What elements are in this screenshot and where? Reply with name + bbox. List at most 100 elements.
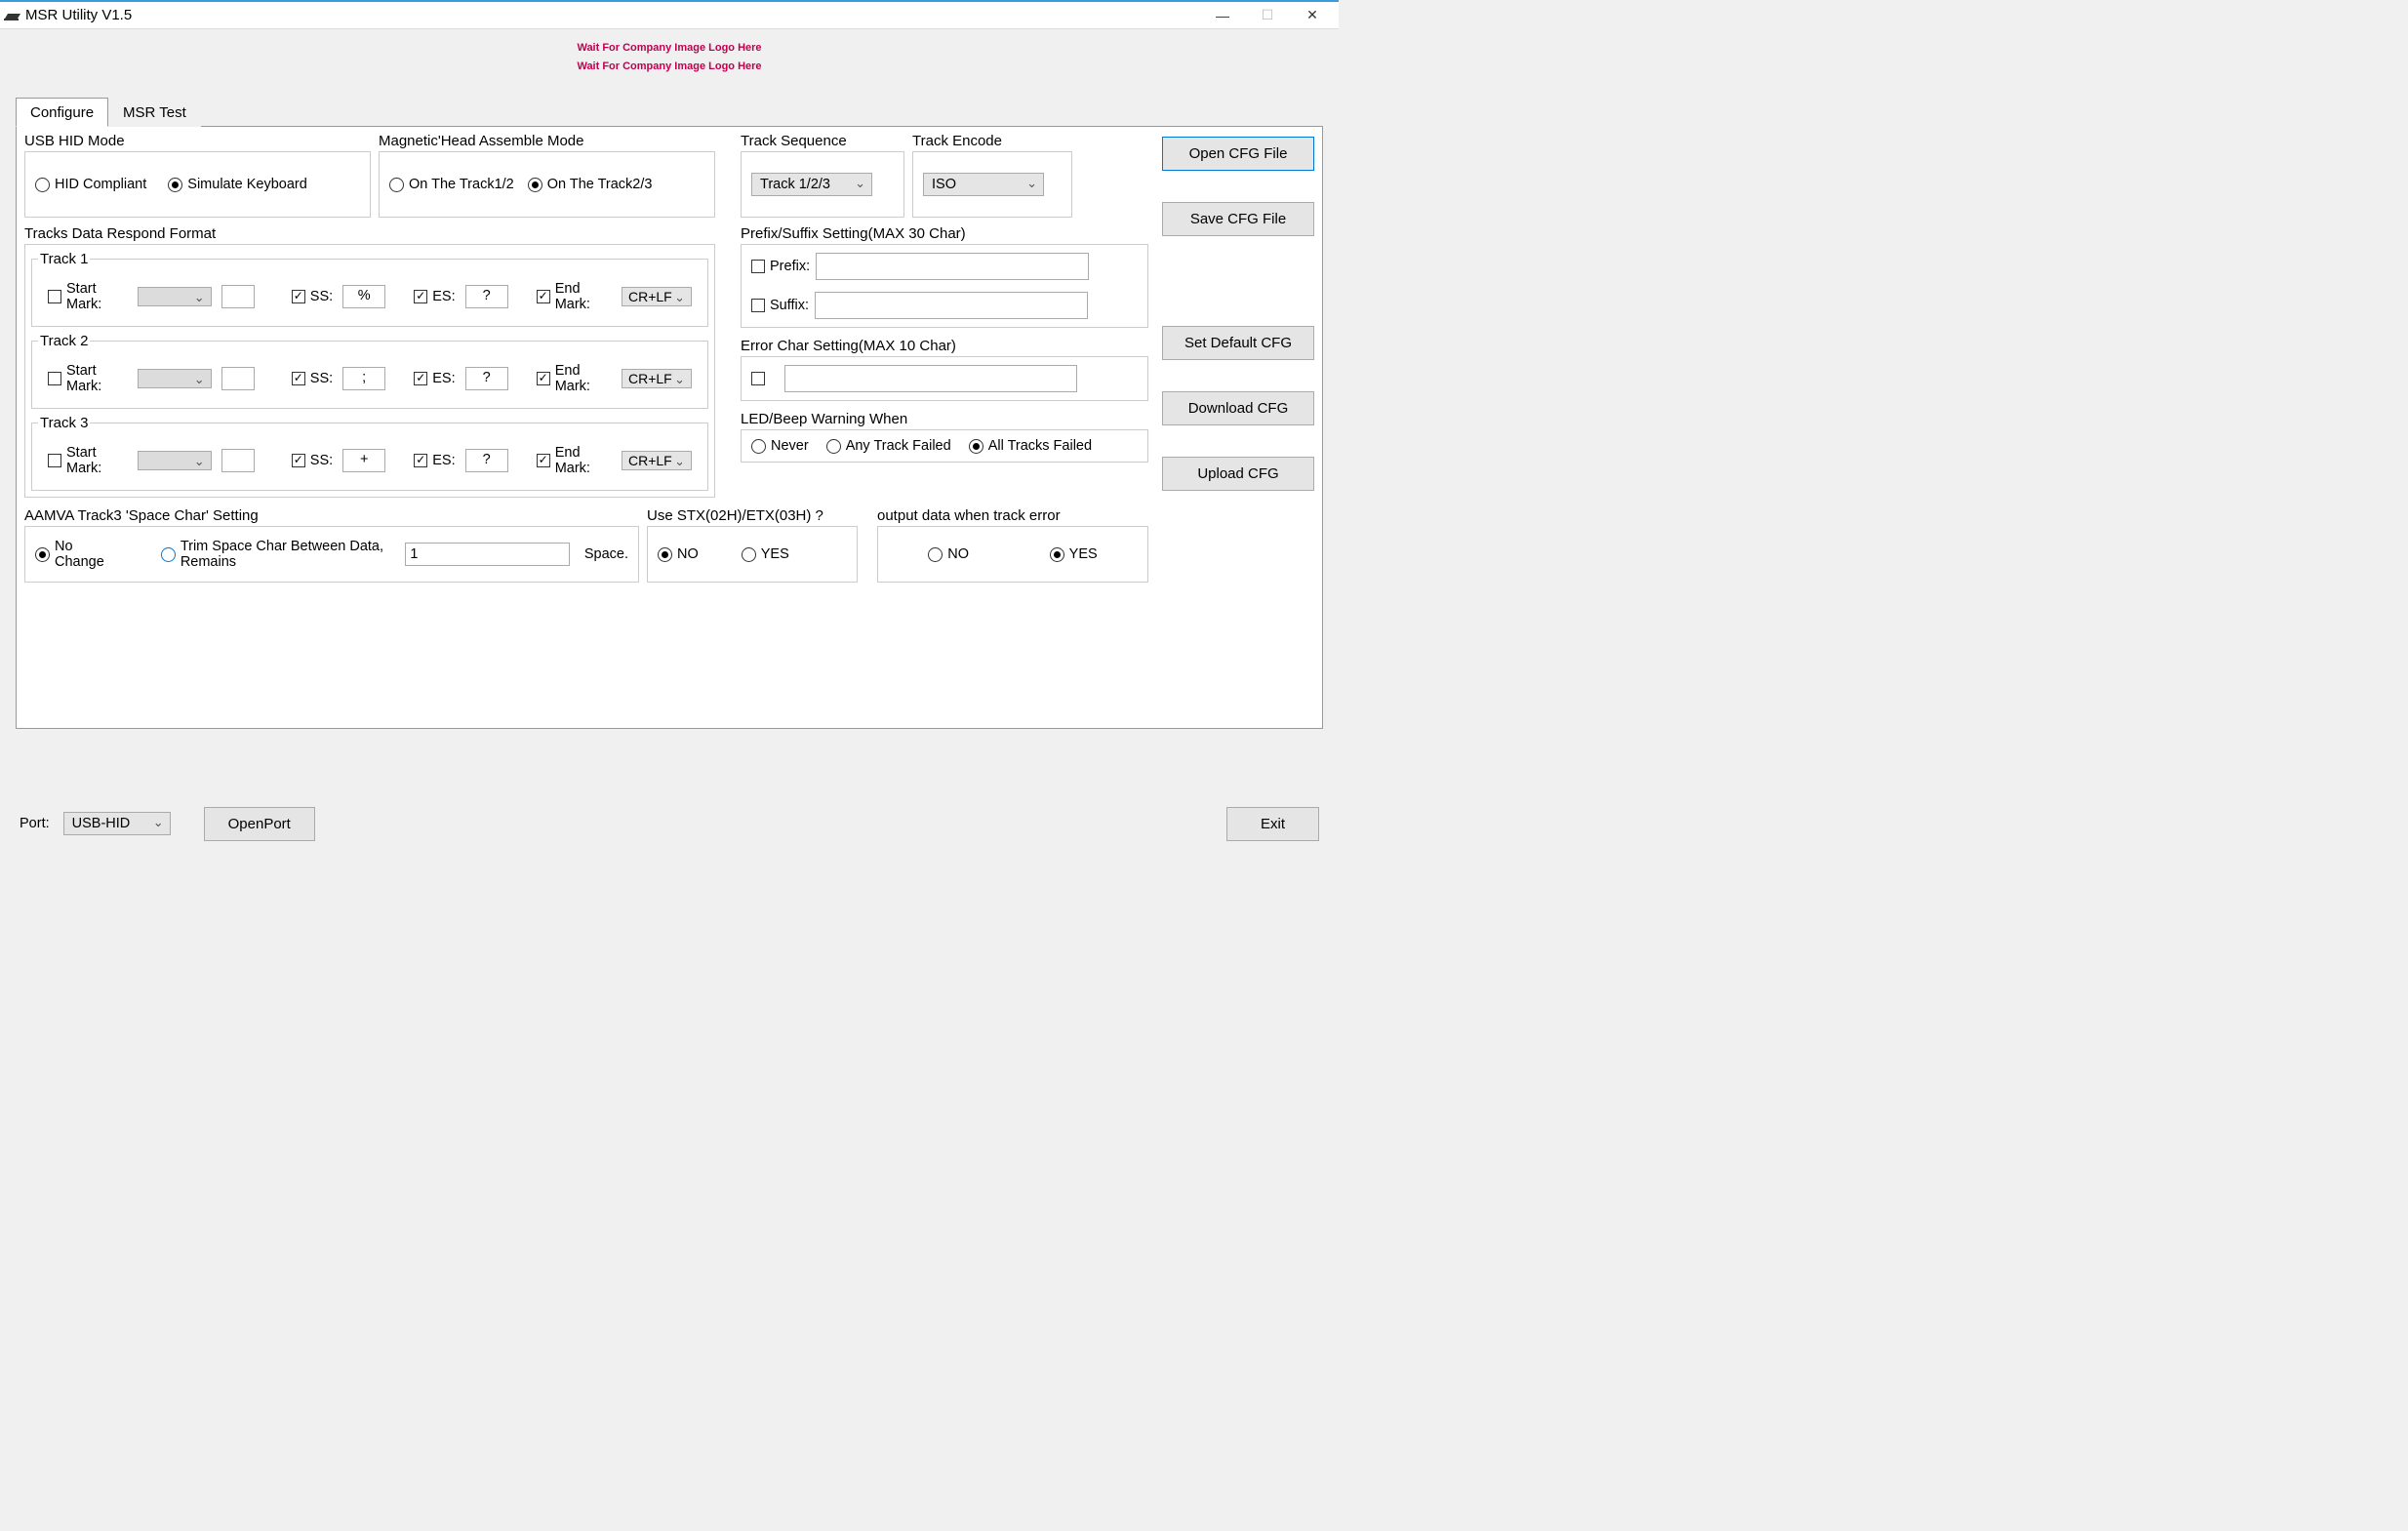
- track2-endmark-select[interactable]: CR+LF: [622, 369, 692, 388]
- radio-ledbeep-any[interactable]: Any Track Failed: [826, 438, 951, 454]
- radio-on-track-12[interactable]: On The Track1/2: [389, 177, 514, 192]
- track3-ss-input[interactable]: +: [342, 449, 385, 472]
- port-select[interactable]: USB-HID: [63, 812, 171, 835]
- check-icon: [292, 290, 305, 303]
- track1-es-input[interactable]: ?: [465, 285, 508, 308]
- radio-icon: [928, 547, 943, 562]
- radio-ledbeep-never[interactable]: Never: [751, 438, 809, 454]
- track1-es-check[interactable]: ES:: [414, 289, 455, 304]
- radio-icon: [161, 547, 176, 562]
- open-port-button[interactable]: OpenPort: [204, 807, 315, 841]
- es-label: ES:: [432, 371, 455, 386]
- suffix-check[interactable]: Suffix:: [751, 298, 809, 313]
- radio-stxetx-yes[interactable]: YES: [742, 546, 789, 562]
- track-encode-select[interactable]: ISO: [923, 173, 1044, 196]
- ledbeep-title: LED/Beep Warning When: [741, 411, 1148, 427]
- error-char-check[interactable]: [751, 372, 765, 385]
- track1-startmark-select[interactable]: [138, 287, 212, 306]
- check-icon: [537, 290, 550, 303]
- track1-endmark-select[interactable]: CR+LF: [622, 287, 692, 306]
- prefix-check[interactable]: Prefix:: [751, 259, 810, 274]
- minimize-button[interactable]: —: [1200, 2, 1245, 29]
- radio-label: NO: [677, 546, 699, 562]
- track2-ss-check[interactable]: SS:: [292, 371, 333, 386]
- tab-configure[interactable]: Configure: [16, 98, 108, 127]
- track3-startmark-select[interactable]: [138, 451, 212, 470]
- track2-endmark-check[interactable]: End Mark:: [537, 363, 612, 394]
- track3-ss-check[interactable]: SS:: [292, 453, 333, 468]
- radio-icon: [826, 439, 841, 454]
- radio-label: HID Compliant: [55, 177, 146, 192]
- outputerr-title: output data when track error: [877, 507, 1148, 524]
- radio-hid-compliant[interactable]: HID Compliant: [35, 177, 146, 192]
- maghead-title: Magnetic'Head Assemble Mode: [379, 133, 715, 149]
- track2-ss-input[interactable]: ;: [342, 367, 385, 390]
- upload-cfg-button[interactable]: Upload CFG: [1162, 457, 1314, 491]
- aamva-trim-count[interactable]: [405, 543, 570, 566]
- track3-startmark-input[interactable]: [221, 449, 255, 472]
- track2-startmark-check[interactable]: Start Mark:: [48, 363, 128, 394]
- track3-label: Track 3: [38, 415, 90, 431]
- check-icon: [48, 454, 61, 467]
- radio-stxetx-no[interactable]: NO: [658, 546, 699, 562]
- radio-ledbeep-all[interactable]: All Tracks Failed: [969, 438, 1092, 454]
- track1-startmark-check[interactable]: Start Mark:: [48, 281, 128, 312]
- close-button[interactable]: ✕: [1290, 2, 1335, 29]
- logo-area: Wait For Company Image Logo Here Wait Fo…: [0, 29, 1339, 97]
- check-icon: [414, 290, 427, 303]
- set-default-cfg-button[interactable]: Set Default CFG: [1162, 326, 1314, 360]
- radio-outputerr-no[interactable]: NO: [928, 546, 969, 562]
- track3-endmark-check[interactable]: End Mark:: [537, 445, 612, 476]
- check-icon: [48, 372, 61, 385]
- track2-es-input[interactable]: ?: [465, 367, 508, 390]
- radio-label: On The Track2/3: [547, 177, 653, 192]
- track-sequence-select[interactable]: Track 1/2/3: [751, 173, 872, 196]
- aamva-title: AAMVA Track3 'Space Char' Setting: [24, 507, 639, 524]
- track2-es-check[interactable]: ES:: [414, 371, 455, 386]
- track1-ss-check[interactable]: SS:: [292, 289, 333, 304]
- tab-msr-test[interactable]: MSR Test: [108, 98, 201, 127]
- track2-startmark-input[interactable]: [221, 367, 255, 390]
- radio-icon: [35, 547, 50, 562]
- prefix-suffix-title: Prefix/Suffix Setting(MAX 30 Char): [741, 225, 1148, 242]
- radio-outputerr-yes[interactable]: YES: [1050, 546, 1098, 562]
- port-label: Port:: [20, 816, 50, 831]
- track2-startmark-select[interactable]: [138, 369, 212, 388]
- download-cfg-button[interactable]: Download CFG: [1162, 391, 1314, 425]
- track1-ss-input[interactable]: %: [342, 285, 385, 308]
- error-char-input[interactable]: [784, 365, 1077, 392]
- track-encode-title: Track Encode: [912, 133, 1072, 149]
- save-cfg-button[interactable]: Save CFG File: [1162, 202, 1314, 236]
- logo-line-2: Wait For Company Image Logo Here: [0, 58, 1339, 76]
- track3-startmark-check[interactable]: Start Mark:: [48, 445, 128, 476]
- radio-icon: [1050, 547, 1064, 562]
- check-icon: [414, 454, 427, 467]
- stxetx-title: Use STX(02H)/ETX(03H) ?: [647, 507, 858, 524]
- endmark-label: End Mark:: [555, 363, 612, 394]
- tab-content: USB HID Mode HID Compliant Simulate Keyb…: [16, 126, 1323, 729]
- radio-on-track-23[interactable]: On The Track2/3: [528, 177, 653, 192]
- radio-label: YES: [761, 546, 789, 562]
- radio-aamva-trim[interactable]: Trim Space Char Between Data, Remains Sp…: [161, 539, 628, 570]
- radio-simulate-keyboard[interactable]: Simulate Keyboard: [168, 177, 307, 192]
- error-char-title: Error Char Setting(MAX 10 Char): [741, 338, 1148, 354]
- radio-aamva-nochange[interactable]: No Change: [35, 539, 114, 570]
- track3-endmark-select[interactable]: CR+LF: [622, 451, 692, 470]
- check-icon: [414, 372, 427, 385]
- app-icon: [4, 10, 21, 21]
- ss-label: SS:: [310, 371, 333, 386]
- suffix-input[interactable]: [815, 292, 1088, 319]
- radio-icon: [751, 439, 766, 454]
- radio-icon: [389, 178, 404, 192]
- usb-hid-title: USB HID Mode: [24, 133, 371, 149]
- es-label: ES:: [432, 453, 455, 468]
- track1-startmark-input[interactable]: [221, 285, 255, 308]
- track3-es-check[interactable]: ES:: [414, 453, 455, 468]
- open-cfg-button[interactable]: Open CFG File: [1162, 137, 1314, 171]
- exit-button[interactable]: Exit: [1226, 807, 1319, 841]
- titlebar: MSR Utility V1.5 — ☐ ✕: [0, 0, 1339, 29]
- startmark-label: Start Mark:: [66, 281, 128, 312]
- prefix-input[interactable]: [816, 253, 1089, 280]
- track3-es-input[interactable]: ?: [465, 449, 508, 472]
- track1-endmark-check[interactable]: End Mark:: [537, 281, 612, 312]
